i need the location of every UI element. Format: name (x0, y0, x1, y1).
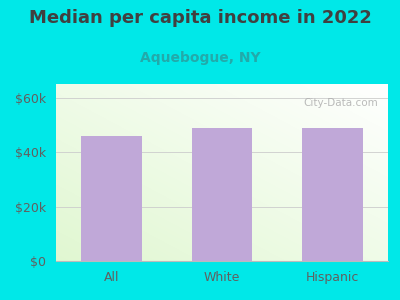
Bar (81, 136, 142, 261)
Text: Aquebogue, NY: Aquebogue, NY (140, 51, 260, 65)
Text: City-Data.com: City-Data.com (303, 98, 378, 108)
Bar (192, 128, 252, 261)
Bar (302, 128, 363, 261)
Text: Median per capita income in 2022: Median per capita income in 2022 (28, 9, 372, 27)
